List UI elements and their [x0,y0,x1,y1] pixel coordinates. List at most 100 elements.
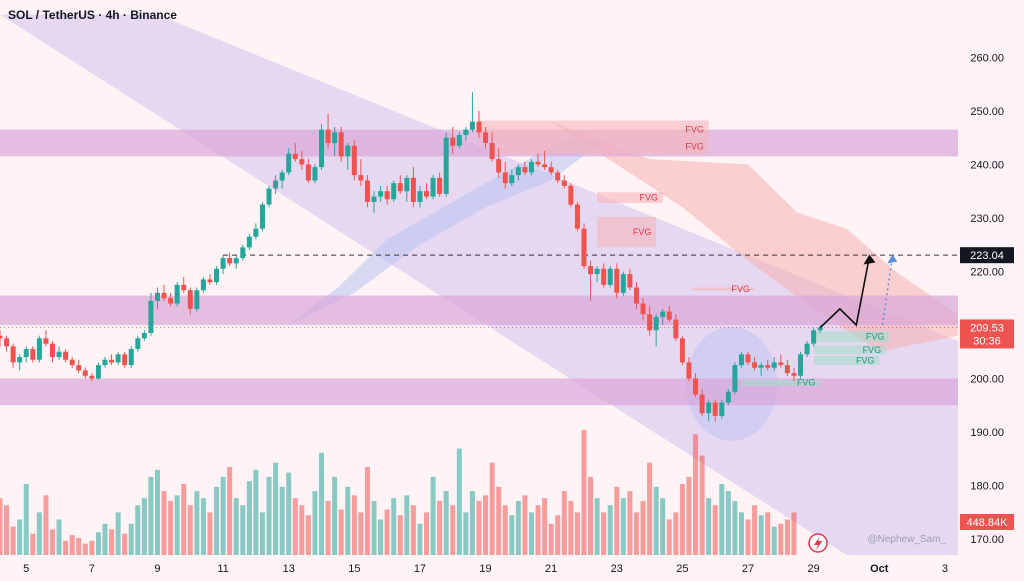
volume-bar [397,515,403,555]
volume-bar [89,540,95,555]
candle-body [614,268,620,293]
volume-bar [653,486,659,555]
zone-1 [0,295,958,325]
volume-bar [240,505,246,555]
candle [95,362,101,380]
volume-bar [4,505,10,555]
candle [496,148,502,178]
volume-bar [633,512,639,555]
candle [279,169,285,189]
candle [187,287,193,315]
candle [135,335,141,352]
fvg-8: FVG [741,378,821,388]
candle [253,223,259,240]
x-tick-label: 17 [414,563,426,575]
candle-body [56,351,62,358]
volume-bar [483,495,489,555]
volume-bar [30,533,36,555]
candle [784,359,790,376]
candle [469,92,475,133]
y-tick-label: 180.00 [970,480,1004,492]
candle-body [581,228,587,267]
candle [699,389,705,416]
candle [10,343,16,368]
volume-bar [207,512,213,555]
y-tick-label: 250.00 [970,106,1004,118]
volume-bar [542,498,548,555]
candle-body [542,164,548,168]
volume-bar [771,526,777,555]
volume-bar [561,491,567,555]
candle [0,330,3,347]
candle-body [430,177,436,197]
candle-body [30,349,36,360]
volume-bar [693,434,699,555]
watermark-text: @Nephew_Sam_ [867,534,946,545]
candle-body [483,132,489,144]
ichimoku-cloud-bullish [288,137,601,325]
volume-bar [233,498,239,555]
volume-bar [17,519,23,555]
candle [725,389,731,406]
volume-bar [752,505,758,555]
candle [752,357,758,371]
candle-body [489,143,495,160]
volume-tag: 448.84K [960,514,1014,530]
candle-body [220,258,226,269]
volume-bar [63,540,69,555]
fvg-label-4: FVG [731,284,750,294]
candle [358,159,364,186]
fvg-label-8: FVG [797,378,816,388]
lightning-icon [808,533,828,553]
candle [607,266,613,288]
candle [719,399,725,419]
fvg-label-5: FVG [866,332,885,342]
candle-body [148,300,154,333]
candle [246,234,252,251]
candle [581,223,587,269]
candle [417,185,423,208]
candle [778,354,784,368]
candle-body [561,180,567,186]
volume-bar [135,505,141,555]
candle-body [548,167,554,173]
y-tick-label: 240.00 [970,159,1004,171]
volume-bar [515,501,521,555]
volume-bar [469,491,475,555]
volume-bar [666,519,672,555]
volume-bar [509,515,515,555]
volume-bar [122,533,128,555]
candle [49,341,55,363]
candle [345,143,351,170]
x-tick-label: 21 [545,563,557,575]
candle-body [273,180,279,189]
volume-bar [364,466,370,555]
candle [666,306,672,323]
candle [627,268,633,291]
x-tick-label: 7 [89,563,95,575]
candle-body [568,185,574,205]
volume-bar [181,483,187,555]
volume-bar [647,462,653,555]
candle [568,183,574,208]
candle-body [647,314,653,331]
candle-body [391,183,397,200]
candle-body [607,268,613,285]
volume-bar [502,505,508,555]
x-tick-label: 13 [283,563,295,575]
volume-bar [778,523,784,555]
candle [561,175,567,189]
candle-body [719,402,725,416]
candle [332,127,338,157]
volume-bar [699,455,705,555]
candle [325,113,331,149]
candle-body [109,359,115,363]
volume-bar [601,512,607,555]
candle [56,346,62,360]
candle [765,359,771,371]
fvg-2: FVG [597,192,663,203]
volume-bar [522,495,528,555]
volume-bar [43,495,49,555]
candle [82,367,88,379]
